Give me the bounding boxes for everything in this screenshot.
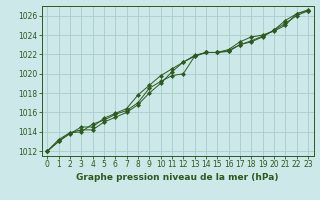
X-axis label: Graphe pression niveau de la mer (hPa): Graphe pression niveau de la mer (hPa)	[76, 173, 279, 182]
